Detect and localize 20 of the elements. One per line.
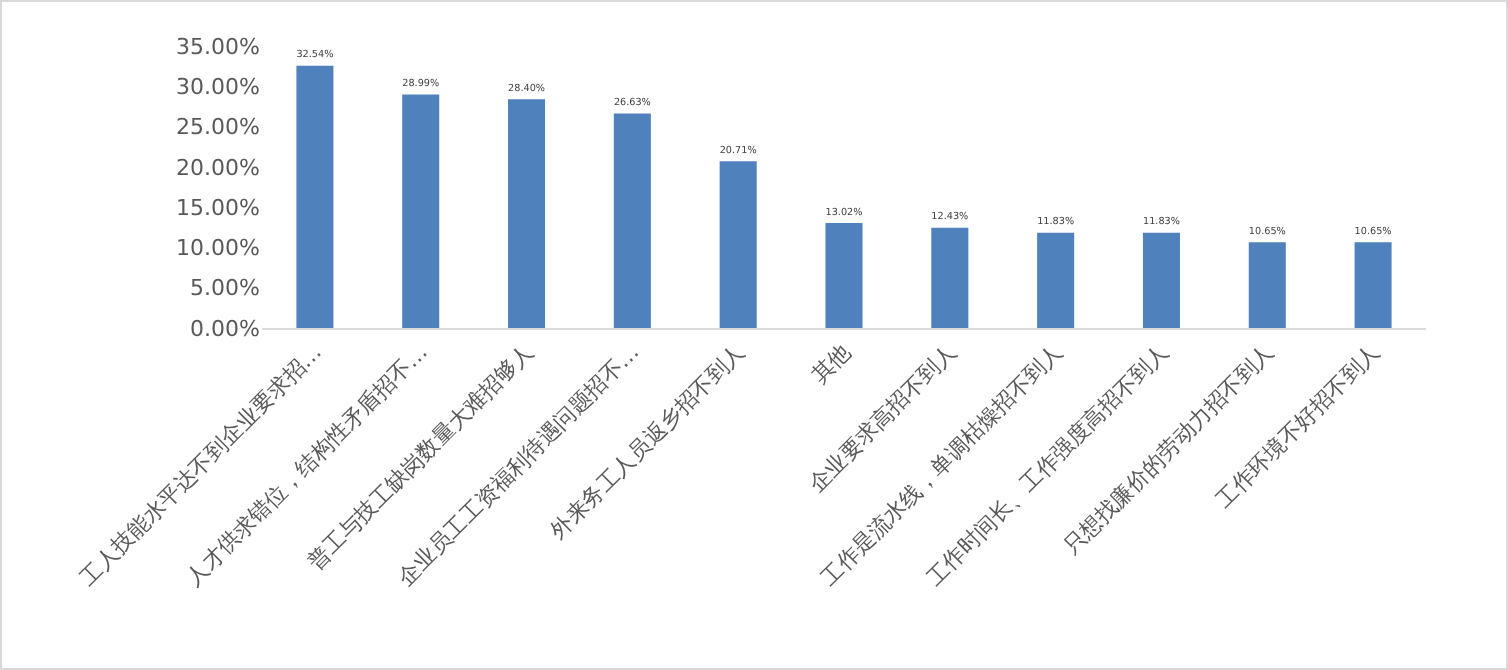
bar: [825, 223, 863, 328]
bar: [508, 99, 546, 328]
bar: [1142, 232, 1180, 328]
bar: [296, 65, 334, 328]
y-tick-label: 35.00%: [176, 33, 260, 60]
y-tick-label: 15.00%: [176, 194, 260, 221]
bar: [1037, 232, 1075, 328]
y-tick-label: 10.00%: [176, 235, 260, 262]
y-tick-label: 30.00%: [176, 73, 260, 100]
bar: [931, 227, 969, 328]
bar: [719, 161, 757, 328]
bar: [1354, 242, 1392, 328]
y-tick-label: 25.00%: [176, 114, 260, 141]
y-tick-label: 20.00%: [176, 154, 260, 181]
y-tick-label: 5.00%: [190, 275, 260, 302]
bar: [1248, 242, 1286, 328]
x-tick-label: 其他: [806, 339, 857, 389]
bar: [402, 94, 440, 328]
bar: [613, 113, 651, 328]
y-tick-label: 0.00%: [190, 315, 260, 342]
